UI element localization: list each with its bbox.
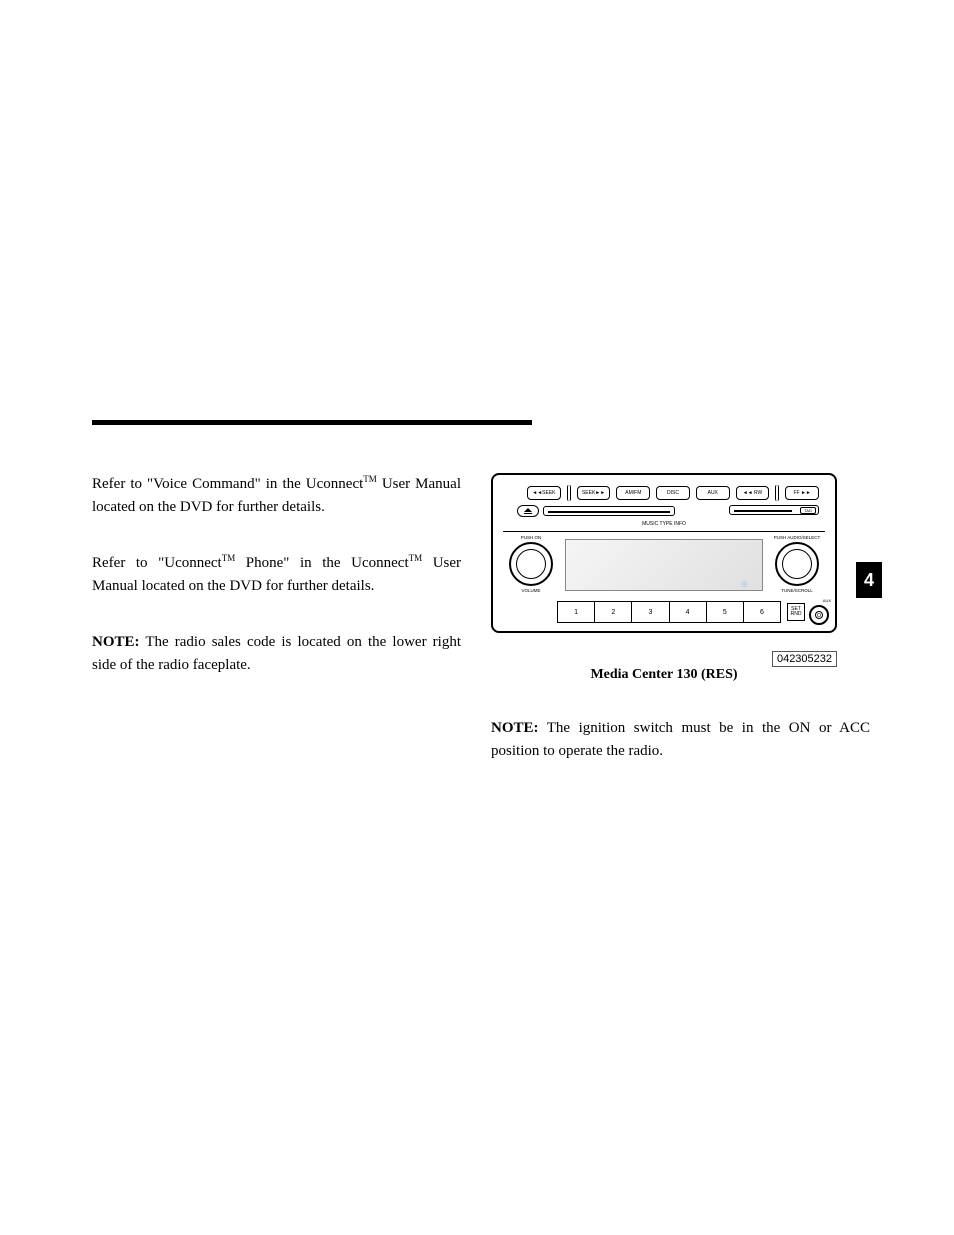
preset-2: 2 [595,601,632,623]
text: Phone" in the Uconnect [235,555,408,571]
amfm-button: AM/FM [616,486,650,500]
separator [567,485,571,501]
ff-button: FF ►► [785,486,819,500]
figure-caption: Media Center 130 (RES) [491,667,837,683]
eject-row [517,505,675,517]
disc-button: DISC [656,486,690,500]
preset-1: 1 [557,601,595,623]
tune-knob [775,542,819,586]
tune-scroll-label: TUNE/SCROLL [767,588,827,593]
page-content: Refer to "Voice Command" in the Uconnect… [92,420,870,796]
eject-button [517,505,539,517]
trademark: TM [409,553,423,563]
svg-text:💿: 💿 [741,580,749,588]
preset-5: 5 [707,601,744,623]
preset-6: 6 [744,601,781,623]
aux-jack-label: AUX [823,598,831,603]
top-button-row: ◄◄SEEK SEEK►► AM/FM DISC AUX ◄◄ RW FF ►► [527,485,819,501]
aux-button: AUX [696,486,730,500]
disc-slot [543,506,675,516]
display-label: MUSIC TYPE INFO [493,521,835,527]
right-column: ◄◄SEEK SEEK►► AM/FM DISC AUX ◄◄ RW FF ►► [491,473,870,796]
push-audio-label: PUSH AUDIO/SELECT [767,535,827,540]
compact-disc-icon: 💿 [741,575,759,585]
eject-icon [524,508,532,514]
tune-knob-area: PUSH AUDIO/SELECT TUNE/SCROLL [767,535,827,595]
radio-display [565,539,763,591]
radio-faceplate: ◄◄SEEK SEEK►► AM/FM DISC AUX ◄◄ RW FF ►► [491,473,837,633]
figure-id: 042305232 [772,651,837,667]
radio-figure: ◄◄SEEK SEEK►► AM/FM DISC AUX ◄◄ RW FF ►► [491,473,837,683]
uconnect-phone-ref: Refer to "UconnectTM Phone" in the Uconn… [92,552,461,597]
trademark: TM [363,474,377,484]
sales-code-note: NOTE: The radio sales code is located on… [92,631,461,676]
push-on-label: PUSH ON [501,535,561,540]
extension-slot: TAG [729,505,819,515]
aux-jack [809,605,829,625]
rnd-label: RND [788,612,804,617]
tag-button: TAG [800,507,816,514]
seek-fwd-button: SEEK►► [577,486,611,500]
trademark: TM [222,553,236,563]
text: The ignition switch must be in the ON or… [491,720,870,759]
preset-4: 4 [670,601,707,623]
text: Refer to "Voice Command" in the Uconnect [92,476,363,492]
text: Refer to "Uconnect [92,555,222,571]
set-rnd-button: SET RND [787,603,805,621]
volume-knob-area: PUSH ON VOLUME [501,535,561,595]
voice-command-ref: Refer to "Voice Command" in the Uconnect… [92,473,461,518]
preset-3: 3 [632,601,669,623]
volume-label: VOLUME [501,588,561,593]
ignition-note: NOTE: The ignition switch must be in the… [491,717,870,762]
volume-knob [509,542,553,586]
rw-button: ◄◄ RW [736,486,770,500]
note-label: NOTE: [491,720,539,736]
header-rule [92,420,532,425]
seek-back-button: ◄◄SEEK [527,486,561,500]
separator [775,485,779,501]
mid-rule [503,531,825,532]
preset-row: 1 2 3 4 5 6 [557,601,781,623]
note-label: NOTE: [92,634,140,650]
left-column: Refer to "Voice Command" in the Uconnect… [92,473,461,796]
text: The radio sales code is located on the l… [92,634,461,673]
